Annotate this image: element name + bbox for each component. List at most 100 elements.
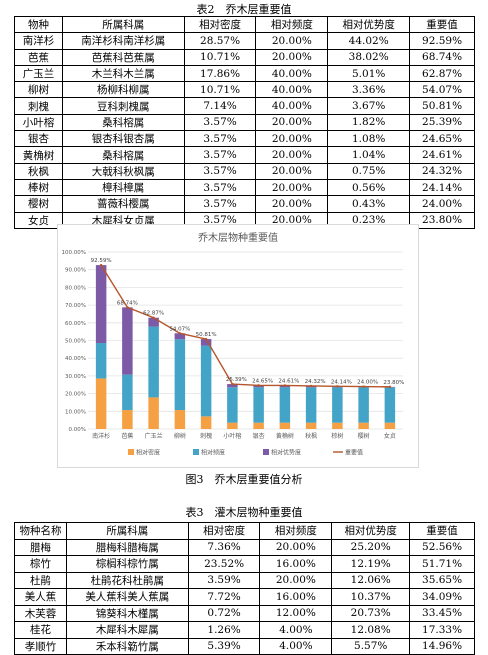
table-cell: 17.86% xyxy=(184,65,256,81)
bar-segment xyxy=(332,387,343,422)
line-point xyxy=(389,386,391,388)
table-cell: 34.09% xyxy=(410,589,475,606)
table-cell: 0.72% xyxy=(188,605,260,622)
table-cell: 3.57% xyxy=(184,131,256,147)
line-point xyxy=(126,306,128,308)
table-cell: 木犀科木犀属 xyxy=(66,622,188,639)
table-cell: 10.37% xyxy=(332,589,410,606)
table-cell: 23.52% xyxy=(188,556,260,573)
table-cell: 樟科樟属 xyxy=(62,179,184,195)
data-label: 24.65% xyxy=(252,378,273,384)
bar-segment xyxy=(201,346,212,417)
table-cell: 木芙蓉 xyxy=(15,605,67,622)
table-cell: 樱树 xyxy=(15,196,63,212)
table-cell: 1.08% xyxy=(328,131,410,147)
series-line xyxy=(101,265,390,387)
table-cell: 52.56% xyxy=(410,539,475,556)
table-cell: 23.80% xyxy=(410,212,475,228)
bar-segment xyxy=(227,423,238,429)
figure3-caption: 图3 乔木层重要值分析 xyxy=(0,471,488,487)
table-cell: 35.65% xyxy=(410,572,475,589)
table3-caption: 表3 灌木层物种重要值 xyxy=(0,504,488,520)
line-point xyxy=(179,332,181,334)
table-cell: 柳树 xyxy=(15,82,63,98)
data-label: 23.80% xyxy=(383,380,404,386)
table-cell: 20.00% xyxy=(256,49,328,65)
line-point xyxy=(284,384,286,386)
table-cell: 12.06% xyxy=(332,572,410,589)
bar-segment xyxy=(385,423,396,429)
table-cell: 14.96% xyxy=(410,638,475,655)
table2-header-cell: 相对频度 xyxy=(256,17,328,33)
table-cell: 20.00% xyxy=(260,572,332,589)
table-cell: 38.02% xyxy=(328,49,410,65)
bar-segment xyxy=(175,339,186,410)
table-cell: 女贞 xyxy=(15,212,63,228)
table-cell: 50.81% xyxy=(410,98,475,114)
table-cell: 小叶榕 xyxy=(15,114,63,130)
table2-header-cell: 相对优势度 xyxy=(328,17,410,33)
table-cell: 20.00% xyxy=(256,131,328,147)
line-point xyxy=(152,317,154,319)
y-tick-label: 40.00% xyxy=(65,356,86,362)
table2-header-cell: 物种 xyxy=(15,17,63,33)
table-cell: 0.43% xyxy=(328,196,410,212)
table2-caption: 表2 乔木层重要值 xyxy=(0,1,488,17)
table3-header-cell: 物种名称 xyxy=(15,523,67,540)
table-cell: 68.74% xyxy=(410,49,475,65)
table-cell: 20.00% xyxy=(256,163,328,179)
x-tick-label: 棕树 xyxy=(331,432,343,440)
data-label: 62.87% xyxy=(143,311,164,317)
table2-header-cell: 重要值 xyxy=(410,17,475,33)
data-label: 24.00% xyxy=(357,380,378,386)
x-tick-label: 黄桷树 xyxy=(276,432,294,440)
table-cell: 7.72% xyxy=(188,589,260,606)
table-cell: 16.00% xyxy=(260,589,332,606)
legend-label: 相对频度 xyxy=(201,449,225,457)
bar-segment xyxy=(96,378,107,429)
table-cell: 银杏 xyxy=(15,131,63,147)
table-cell: 豆科刺槐属 xyxy=(62,98,184,114)
table-cell: 24.32% xyxy=(410,163,475,179)
table2-header-cell: 所属科属 xyxy=(62,17,184,33)
table-cell: 杨柳科柳属 xyxy=(62,82,184,98)
table-cell: 28.57% xyxy=(184,33,256,49)
table-cell: 7.14% xyxy=(184,98,256,114)
table-cell: 1.82% xyxy=(328,114,410,130)
x-tick-label: 柳树 xyxy=(174,432,186,440)
table-cell: 美人蕉科美人蕉属 xyxy=(66,589,188,606)
x-tick-label: 樱树 xyxy=(358,432,370,440)
table-cell: 0.56% xyxy=(328,179,410,195)
y-tick-label: 30.00% xyxy=(65,374,86,380)
data-label: 24.14% xyxy=(331,379,352,385)
table-cell: 芭蕉 xyxy=(15,49,63,65)
table-cell: 桑科榕属 xyxy=(62,114,184,130)
table-cell: 20.00% xyxy=(256,33,328,49)
x-tick-label: 刺槐 xyxy=(200,432,212,440)
legend-label: 重要值 xyxy=(345,449,363,457)
bar-segment xyxy=(122,410,133,429)
table-cell: 0.75% xyxy=(328,163,410,179)
bar-segment xyxy=(358,423,369,429)
table-cell: 62.87% xyxy=(410,65,475,81)
chart-svg: 乔木层物种重要值0.00%10.00%20.00%30.00%40.00%50.… xyxy=(58,225,418,467)
legend-swatch xyxy=(193,449,199,455)
table2-header-cell: 相对密度 xyxy=(184,17,256,33)
table-cell: 3.67% xyxy=(328,98,410,114)
